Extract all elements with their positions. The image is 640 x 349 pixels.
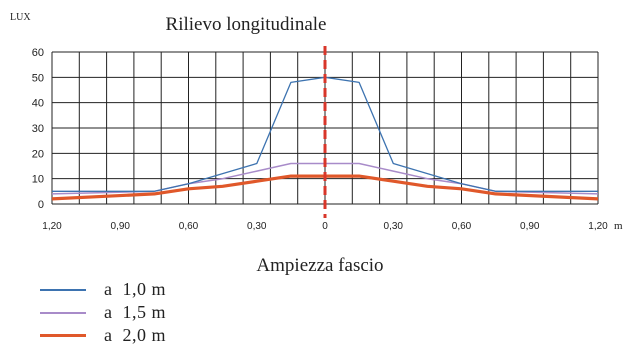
legend-swatch — [40, 334, 86, 337]
y-tick-label: 60 — [32, 47, 44, 59]
x-tick-label: 0,60 — [452, 221, 472, 232]
x-tick-label: 0,90 — [111, 221, 131, 232]
x-tick-label: 0,60 — [179, 221, 199, 232]
y-tick-label: 0 — [38, 199, 44, 211]
legend-label: a 1,0 m — [104, 279, 166, 299]
x-tick-labels: 1,20 0,90 0,60 0,30 0 0,30 0,60 0,90 1,20 — [42, 221, 608, 232]
legend-title: Ampiezza fascio — [256, 255, 383, 276]
legend-item: a 1,0 m — [40, 278, 166, 301]
y-tick-labels: 0 10 20 30 40 50 60 — [32, 47, 44, 211]
x-tick-label: 0 — [322, 221, 328, 232]
x-tick-label: 1,20 — [42, 221, 62, 232]
y-tick-label: 20 — [32, 148, 44, 160]
x-tick-label: 1,20 — [588, 221, 608, 232]
x-axis-unit-label: m — [614, 220, 623, 232]
y-axis-unit-label: LUX — [10, 12, 31, 23]
chart-grid — [51, 51, 599, 205]
x-tick-label: 0,90 — [520, 221, 540, 232]
y-tick-label: 50 — [32, 72, 44, 84]
x-tick-label: 0,30 — [384, 221, 404, 232]
legend-label: a 2,0 m — [104, 325, 166, 345]
legend-label: a 1,5 m — [104, 302, 166, 322]
legend-item: a 1,5 m — [40, 301, 166, 324]
y-tick-label: 10 — [32, 174, 44, 186]
legend-swatch — [40, 311, 86, 314]
x-tick-label: 0,30 — [247, 221, 267, 232]
legend-swatch — [40, 288, 86, 291]
chart-title: Rilievo longitudinale — [166, 14, 327, 35]
legend-item: a 2,0 m — [40, 324, 166, 347]
y-tick-label: 40 — [32, 98, 44, 110]
y-tick-label: 30 — [32, 123, 44, 135]
legend: a 1,0 m a 1,5 m a 2,0 m — [40, 278, 166, 347]
